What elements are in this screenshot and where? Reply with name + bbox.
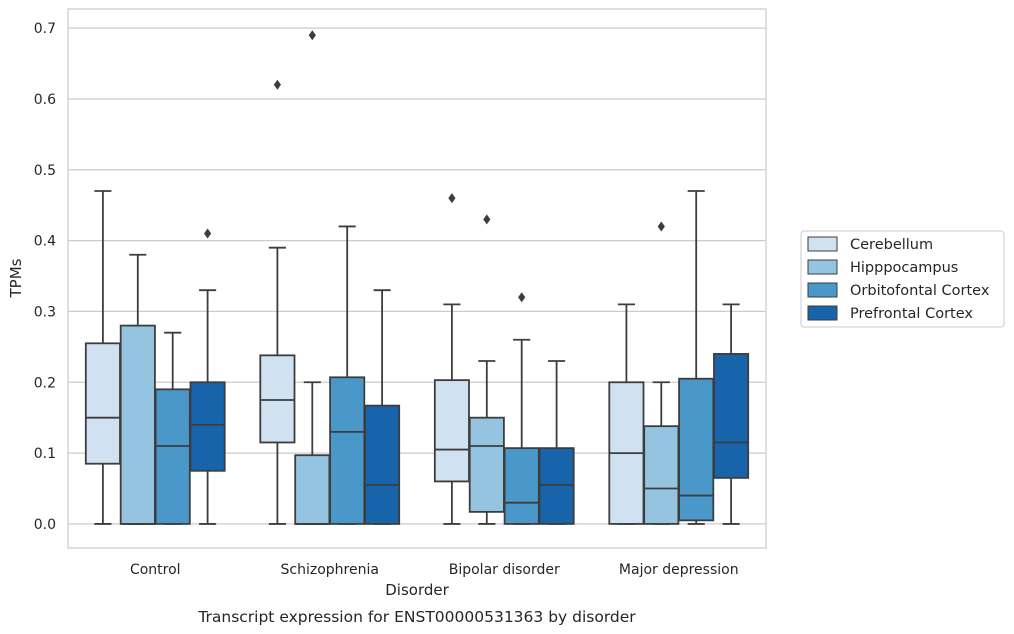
- x-axis-title: Disorder: [385, 581, 449, 599]
- legend-swatch: [807, 305, 838, 321]
- y-tick-label: 0.0: [34, 517, 56, 533]
- outlier-point: [448, 193, 456, 204]
- box-group: [364, 289, 401, 525]
- y-tick-label: 0.3: [34, 304, 56, 320]
- box-group: [119, 253, 156, 525]
- legend-items: Cerebellum Hipppocampus Orbitofontal Corte…: [807, 236, 990, 322]
- legend-label: Cerebellum: [850, 237, 933, 253]
- box-group: [259, 79, 296, 525]
- legend-swatch: [807, 236, 838, 252]
- y-tick-label: 0.4: [34, 234, 56, 250]
- x-tick-label: Control: [130, 562, 181, 578]
- x-tick-label: Major depression: [619, 562, 739, 578]
- y-tick-label: 0.6: [34, 92, 56, 108]
- outlier-point: [308, 30, 316, 41]
- box-group: [189, 228, 226, 525]
- box-iqr: [643, 425, 680, 525]
- legend: Cerebellum Hipppocampus Orbitofontal Corte…: [800, 230, 1005, 328]
- box-group: [678, 190, 715, 525]
- box-iqr: [713, 353, 750, 479]
- box-iqr: [503, 447, 540, 525]
- x-tick-labels: Control Schizophrenia Bipolar disorder Majo…: [130, 562, 739, 578]
- box-iqr: [538, 447, 575, 525]
- box-group: [538, 360, 575, 525]
- box-iqr: [468, 416, 505, 513]
- y-tick-label: 0.2: [34, 375, 56, 391]
- y-tick-labels: 0.0 0.1 0.2 0.3 0.4 0.5 0.6 0.7: [34, 21, 56, 533]
- outlier-point: [657, 221, 665, 232]
- box-iqr: [154, 388, 191, 525]
- y-tick-label: 0.1: [34, 446, 56, 462]
- box-iqr: [329, 376, 366, 525]
- y-tick-label: 0.5: [34, 163, 56, 179]
- plot-frame: [67, 8, 767, 549]
- outlier-point: [483, 214, 491, 225]
- x-tick-label: Schizophrenia: [281, 562, 379, 578]
- box-iqr: [84, 342, 121, 465]
- series-group: [154, 190, 715, 525]
- x-tick-label: Bipolar disorder: [449, 562, 560, 578]
- legend-frame: [800, 230, 1005, 328]
- chart-caption: Transcript expression for ENST0000053136…: [197, 608, 636, 626]
- y-axis-title: TPMs: [7, 258, 25, 298]
- legend-swatch: [807, 282, 838, 298]
- legend-label: Prefrontal Cortex: [850, 306, 973, 322]
- legend-label: Orbitofontal Cortex: [850, 283, 990, 299]
- y-tick-label: 0.7: [34, 21, 56, 37]
- box-group: [713, 303, 750, 525]
- series-group: [189, 228, 750, 525]
- outlier-point: [273, 79, 281, 90]
- box-iqr: [678, 377, 715, 522]
- box-series: [84, 30, 750, 525]
- outlier-point: [204, 228, 212, 239]
- legend-swatch: [807, 259, 838, 275]
- box-iqr: [259, 354, 296, 444]
- box-group: [84, 190, 121, 525]
- outlier-point: [518, 292, 526, 303]
- box-group: [154, 331, 191, 525]
- box-iqr: [189, 381, 226, 472]
- box-iqr: [433, 379, 470, 483]
- box-iqr: [119, 324, 156, 525]
- box-iqr: [364, 404, 401, 525]
- box-group: [468, 214, 505, 525]
- box-group: [329, 225, 366, 525]
- legend-label: Hipppocampus: [850, 260, 958, 276]
- box-iqr: [294, 454, 331, 525]
